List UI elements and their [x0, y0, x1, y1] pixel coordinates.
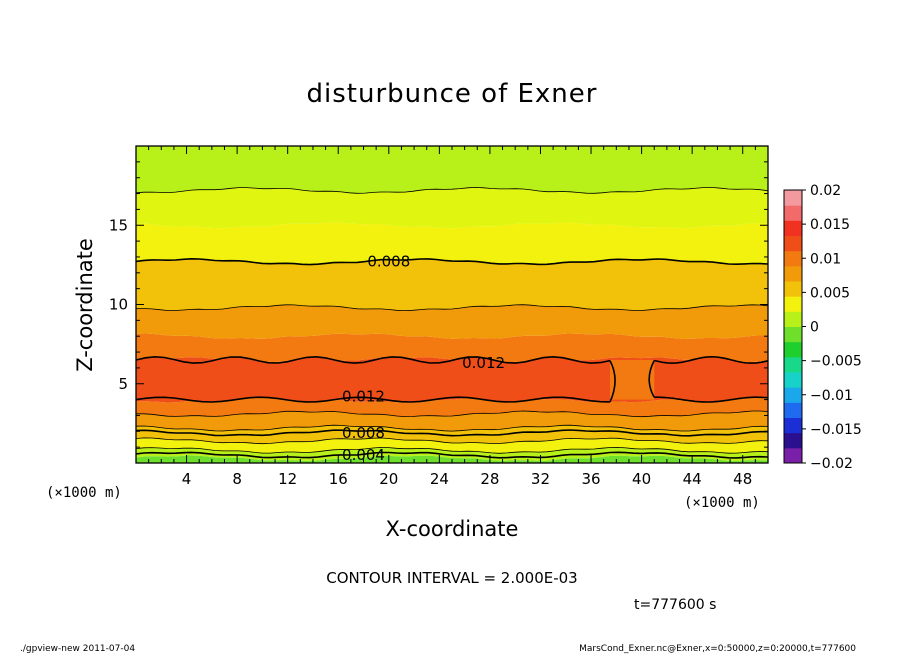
field-lobe — [654, 356, 768, 402]
chart-title: disturbunce of Exner — [307, 79, 598, 109]
x-tick-label: 12 — [278, 470, 297, 488]
contour-line — [135, 446, 769, 454]
x-unit-right: (×1000 m) — [684, 495, 760, 511]
contour-line — [135, 257, 769, 266]
contour-line — [136, 304, 769, 312]
colorbar-segment — [784, 372, 802, 388]
x-axis-label: X-coordinate — [386, 517, 519, 541]
colorbar-segment — [784, 432, 802, 449]
footer-left: ./gpview-new 2011-07-04 — [20, 644, 135, 654]
colorbar-tick-label: 0 — [810, 320, 819, 336]
time-text: t=777600 s — [634, 597, 716, 613]
contour-line — [135, 355, 611, 364]
y-axis-ticks: 5 10 15 — [109, 161, 768, 448]
contour-line — [135, 429, 768, 437]
x-tick-label: 44 — [683, 470, 702, 488]
contour-line — [135, 186, 769, 194]
y-tick-label: 15 — [109, 216, 128, 234]
x-tick-label: 20 — [379, 470, 398, 488]
contour-label: 0.008 — [342, 424, 385, 442]
x-unit-left: (×1000 m) — [46, 485, 122, 501]
contour-line — [135, 451, 769, 459]
contour-line — [609, 360, 616, 403]
colorbar-segment — [784, 387, 802, 403]
field-band — [136, 146, 768, 194]
contour-line — [135, 424, 769, 432]
colorbar-segment — [784, 341, 802, 358]
field-band — [136, 425, 768, 444]
field-band — [136, 258, 768, 311]
contour-label: 0.008 — [367, 253, 410, 271]
contour-line — [654, 396, 769, 403]
colorbar-segment — [784, 296, 802, 312]
y-tick-label: 10 — [109, 296, 128, 314]
colorbar-segment — [784, 417, 802, 434]
x-tick-label: 24 — [430, 470, 449, 488]
colorbar-segment — [784, 311, 802, 327]
colorbar-tick-label: 0.005 — [810, 285, 850, 301]
x-tick-label: 16 — [329, 470, 348, 488]
footer-right: MarsCond_Exner.nc@Exner,x=0:50000,z=0:20… — [579, 644, 856, 654]
colorbar — [783, 189, 803, 464]
colorbar-segment — [784, 402, 802, 418]
y-axis-label: Z-coordinate — [73, 238, 97, 372]
x-tick-label: 48 — [733, 470, 752, 488]
colorbar-tick-label: −0.02 — [810, 456, 853, 472]
contour-label: 0.004 — [342, 446, 385, 464]
colorbar-segment — [784, 356, 802, 373]
colorbar-segment — [784, 281, 802, 297]
colorbar-segment — [784, 265, 802, 282]
contour-line — [654, 356, 769, 364]
colorbar-segment — [784, 190, 802, 206]
contour-lines — [135, 186, 769, 459]
contour-label: 0.012 — [342, 387, 385, 405]
x-tick-label: 32 — [531, 470, 550, 488]
field-gap — [610, 359, 655, 400]
colorbar-segment — [784, 326, 802, 343]
colorbar-tick-label: 0.02 — [810, 183, 841, 199]
field-band — [136, 410, 768, 432]
field-band — [136, 304, 768, 339]
field-band — [136, 333, 768, 363]
field-band — [136, 187, 768, 229]
colorbar-tick-label: −0.01 — [810, 388, 853, 404]
plot-area — [136, 146, 768, 463]
colorbar-segment — [784, 235, 802, 252]
colorbar-segment — [784, 205, 802, 221]
x-tick-label: 8 — [232, 470, 242, 488]
contour-interval-text: CONTOUR INTERVAL = 2.000E-03 — [326, 569, 577, 587]
x-tick-label: 4 — [182, 470, 192, 488]
field-lobe — [136, 356, 610, 402]
colorbar-segment — [784, 220, 802, 236]
colorbar-tick-label: −0.005 — [810, 354, 862, 370]
y-tick-label: 5 — [118, 375, 128, 393]
colorbar-tick-label: 0.015 — [810, 217, 850, 233]
x-tick-label: 28 — [480, 470, 499, 488]
colorbar-tick-label: −0.015 — [810, 422, 862, 438]
contour-line — [648, 360, 655, 398]
contour-line — [135, 396, 611, 403]
x-axis-ticks: 4 8 12 16 20 24 28 32 36 40 44 48 — [148, 146, 756, 488]
colorbar-segment — [784, 447, 802, 464]
contour-line — [136, 410, 769, 418]
colorbar-tick-label: 0.01 — [810, 251, 841, 267]
contour-label: 0.012 — [462, 354, 505, 372]
colorbar-ticks: 0.02 0.015 0.01 0.005 0 −0.005 −0.01 −0.015 −0.0… — [802, 183, 862, 472]
x-tick-label: 40 — [632, 470, 651, 488]
x-tick-label: 36 — [581, 470, 600, 488]
contour-labels: 0.008 0.012 0.012 0.008 0.004 — [342, 253, 505, 464]
colorbar-segment — [784, 250, 802, 267]
field-band — [136, 222, 768, 265]
contour-line — [135, 437, 769, 445]
